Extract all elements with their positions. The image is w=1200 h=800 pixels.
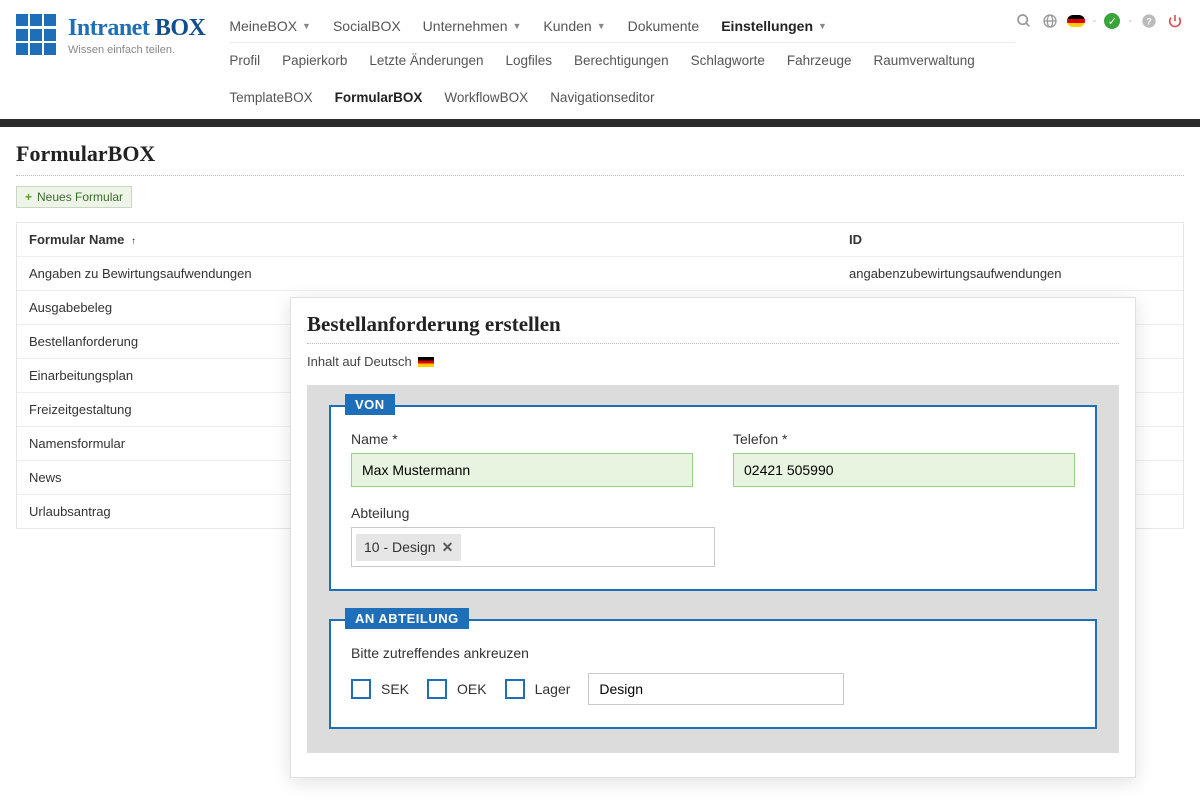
subnav-item[interactable]: Berechtigungen [574,53,669,68]
label-abteilung: Abteilung [351,505,409,521]
status-ok-icon[interactable]: ✓ [1104,13,1120,29]
flag-de-icon[interactable] [1067,15,1085,27]
subnav-item[interactable]: Profil [229,53,260,68]
label-name: Name * [351,431,693,447]
subnav-item[interactable]: FormularBOX [335,90,423,105]
nav-primary: MeineBOX▼ SocialBOX Unternehmen▼ Kunden▼ Dok… [229,10,1014,42]
chip-remove-icon[interactable]: ✕ [442,539,454,556]
checkbox-lager-label: Lager [535,681,571,697]
checkbox-oek-label: OEK [457,681,487,697]
table-header-row: Formular Name ↑ ID [17,223,1183,257]
label-telefon: Telefon * [733,431,1075,447]
nav-item[interactable]: Unternehmen▼ [423,18,522,34]
checkbox-lager[interactable] [505,679,525,699]
nav-item[interactable]: SocialBOX [333,18,401,34]
new-form-button[interactable]: + Neues Formular [16,186,132,208]
subnav-item[interactable]: Logfiles [506,53,553,68]
cell-form-name: Angaben zu Bewirtungsaufwendungen [17,257,837,290]
brand-tagline: Wissen einfach teilen. [68,44,205,56]
subnav-item[interactable]: WorkflowBOX [444,90,528,105]
form-editor-modal: Bestellanforderung erstellen Inhalt auf … [290,297,1136,778]
help-icon[interactable]: ? [1140,12,1158,30]
nav-item[interactable]: Einstellungen▼ [721,18,827,34]
search-icon[interactable] [1015,12,1033,30]
chevron-down-icon: ▼ [302,21,311,31]
flag-de-tiny-icon [418,357,434,367]
subnav-item[interactable]: Fahrzeuge [787,53,852,68]
utility-bar: - ✓ - ? [1015,10,1184,30]
brand-logo[interactable]: Intranet BOX Wissen einfach teilen. [16,10,205,56]
telefon-input[interactable] [733,453,1075,487]
power-icon[interactable] [1166,12,1184,30]
plus-icon: + [25,190,32,204]
nav-item[interactable]: Dokumente [628,18,700,34]
checkbox-sek[interactable] [351,679,371,699]
subnav-item[interactable]: Navigationseditor [550,90,654,105]
chevron-down-icon: ▼ [818,21,827,31]
new-form-label: Neues Formular [37,190,123,204]
nav-item[interactable]: MeineBOX▼ [229,18,311,34]
checkbox-sek-label: SEK [381,681,409,697]
cell-form-id: angabenzubewirtungsaufwendungen [837,257,1183,290]
subnav-item[interactable]: Letzte Änderungen [369,53,483,68]
page-title: FormularBOX [16,141,1184,167]
col-header-id[interactable]: ID [837,223,1183,256]
nav-item[interactable]: Kunden▼ [543,18,605,34]
separator: - [1128,15,1132,27]
abteilung-chip: 10 - Design ✕ [356,534,461,561]
subnav-item[interactable]: Schlagworte [691,53,765,68]
checkbox-oek[interactable] [427,679,447,699]
fieldset-von: VON Name * Telefon * Abteilung [329,405,1097,591]
legend-an: AN ABTEILUNG [345,608,469,629]
nav-secondary: Profil Papierkorb Letzte Änderungen Logfile… [229,42,1014,113]
title-divider [16,175,1184,176]
header-divider [0,119,1200,127]
legend-von: VON [345,394,395,415]
subnav-item[interactable]: TemplateBOX [229,90,312,105]
subnav-item[interactable]: Papierkorb [282,53,347,68]
table-row[interactable]: Angaben zu Bewirtungsaufwendungenangaben… [17,257,1183,291]
subnav-item[interactable]: Raumverwaltung [873,53,974,68]
abteilung-text-input[interactable] [588,673,844,705]
globe-icon[interactable] [1041,12,1059,30]
col-header-name[interactable]: Formular Name ↑ [17,223,837,256]
separator: - [1093,15,1097,27]
svg-text:?: ? [1146,16,1152,26]
chevron-down-icon: ▼ [513,21,522,31]
form-panel: VON Name * Telefon * Abteilung [307,385,1119,753]
chevron-down-icon: ▼ [597,21,606,31]
brand-title: Intranet BOX [68,15,205,42]
checkbox-hint: Bitte zutreffendes ankreuzen [351,645,1075,661]
name-input[interactable] [351,453,693,487]
fieldset-an-abteilung: AN ABTEILUNG Bitte zutreffendes ankreuze… [329,619,1097,729]
language-indicator: Inhalt auf Deutsch [307,354,1119,369]
abteilung-select[interactable]: 10 - Design ✕ [351,527,715,567]
modal-divider [307,343,1119,344]
modal-title: Bestellanforderung erstellen [307,312,1119,337]
logo-mark-icon [16,14,58,56]
sort-asc-icon: ↑ [131,236,136,247]
